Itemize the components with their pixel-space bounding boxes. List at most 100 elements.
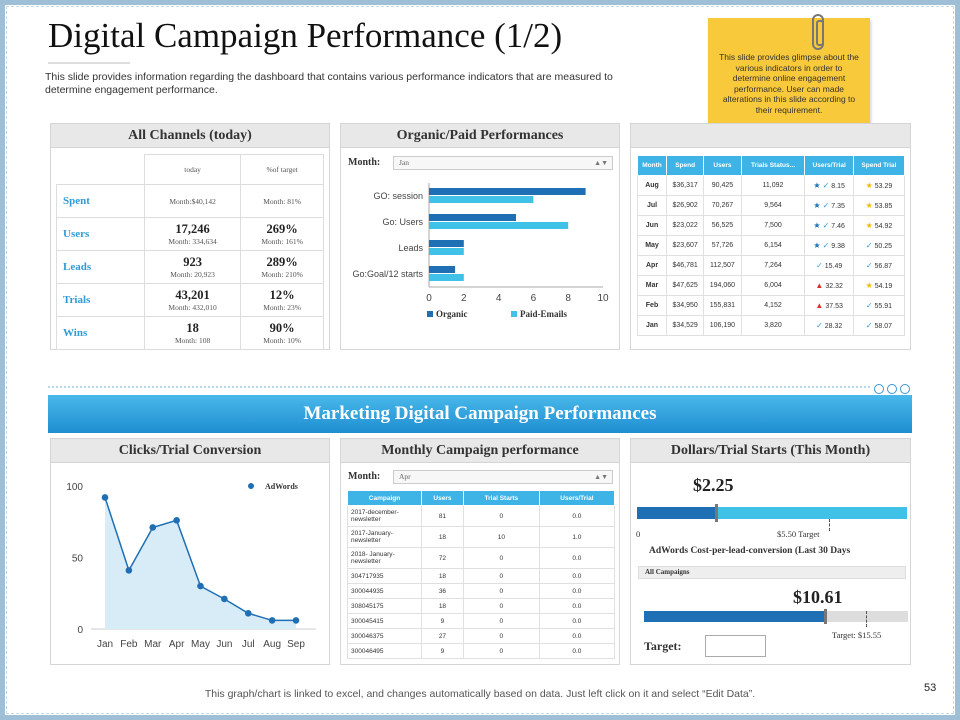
cell-value: 4,152 [764, 302, 782, 309]
table-header: Campaign [347, 490, 422, 506]
legend-label: AdWords [265, 482, 298, 491]
cell-value: 37.53 [825, 303, 843, 310]
month-select[interactable]: Jan ▲▼ [393, 156, 613, 170]
table-cell: 300046375 [347, 628, 422, 644]
y-tick-label: 50 [72, 554, 84, 565]
target-label: Target: [644, 639, 682, 653]
cell-value: 155,831 [709, 302, 736, 309]
all-channels-title: All Channels (today) [51, 124, 329, 148]
category-label: Go: Users [382, 217, 423, 227]
all-channels-table: today %of target Spent Month:$40,142 Month… [56, 154, 324, 350]
x-tick-label: Sep [287, 639, 305, 650]
table-row: Aug $36,317 90,425 11,092 ★ ✓ 8.15 ★ 53.29 [636, 175, 906, 196]
cell-value: $36,317 [672, 182, 698, 189]
table-cell: 27 [421, 628, 464, 644]
month-select-value: Jan [399, 158, 409, 167]
cell-value: 50.25 [874, 243, 893, 250]
x-tick-label: Feb [120, 639, 138, 650]
gauge-bar-1-target [828, 519, 830, 531]
table-cell: Feb [636, 295, 668, 316]
circle-icon [900, 384, 910, 394]
channel-label: Users [56, 217, 145, 251]
channel-today-cell: Month:$40,142 [143, 184, 242, 218]
cell-value: 70,267 [711, 202, 734, 209]
cell-value: $46,781 [672, 262, 698, 269]
cell-value: Jan [645, 322, 659, 329]
cell-value: 57,726 [711, 242, 734, 249]
star-icon: ★ [813, 201, 821, 210]
monthly-campaign-title: Monthly Campaign performance [341, 439, 619, 463]
bar-paid-emails [429, 222, 569, 229]
cell-value: Feb [645, 302, 659, 309]
select-arrows-icon: ▲▼ [594, 473, 608, 481]
section-banner: Marketing Digital Campaign Performances [48, 395, 912, 433]
table-cell: ★ 54.19 [852, 275, 906, 296]
x-tick-label: Apr [169, 639, 185, 650]
table-cell: 0 [462, 598, 540, 614]
data-point [149, 524, 157, 531]
bar-paid-emails [429, 248, 464, 255]
monthly-campaign-panel: Monthly Campaign performance Month: Apr … [340, 438, 620, 665]
cell-value: Jul [646, 202, 658, 209]
cell-value: 54.19 [874, 283, 893, 290]
table-cell: 300045415 [347, 613, 422, 629]
cell-value: 8.15 [831, 183, 845, 190]
cell-value: 112,507 [710, 262, 735, 269]
table-row: 300046495 9 0 0.0 [347, 643, 616, 659]
table-cell: 2018- January-newsletter [347, 547, 422, 569]
table-header: Users/Trial [538, 490, 616, 506]
cell-value: 7,500 [764, 222, 782, 229]
star-icon: ★ [813, 221, 821, 230]
table-cell: 11,092 [740, 175, 806, 196]
check-icon: ✓ [865, 241, 873, 250]
table-cell: 112,507 [703, 255, 742, 276]
bar-organic [429, 240, 464, 247]
channel-label: Trials [56, 283, 145, 317]
cell-value: 55.91 [874, 303, 893, 310]
star-icon: ★ [813, 181, 821, 190]
page-number: 53 [924, 682, 937, 694]
campaign-filter[interactable]: All Campaigns [638, 566, 906, 579]
table-cell: ★ 54.92 [852, 215, 906, 236]
table-header: Users [703, 155, 742, 176]
table-cell: $36,317 [666, 175, 705, 196]
circle-icon [874, 384, 884, 394]
cell-value: 15.49 [824, 263, 843, 270]
table-row: 308045175 18 0 0.0 [347, 598, 616, 614]
channel-target-cell: 12% Month: 23% [240, 283, 324, 317]
table-row: May $23,607 57,726 6,154 ★ ✓ 9.38 ✓ 50.25 [636, 235, 906, 256]
channel-target-month: Month: 161% [261, 237, 303, 246]
table-cell: ▲ 37.53 [804, 295, 854, 316]
table-header: Users [421, 490, 464, 506]
cell-value: 194,060 [709, 282, 736, 289]
clicks-trial-area-chart: 0 50 100 Jan Feb Mar Apr May Jun Jul Aug Sep AdWords [66, 482, 316, 650]
table-cell: 0.0 [538, 583, 616, 599]
legend-swatch [427, 311, 433, 317]
table-cell: Jul [636, 195, 668, 216]
cell-value: 6,154 [764, 242, 782, 249]
table-row: Jun $23,022 56,525 7,500 ★ ✓ 7.46 ★ 54.92 [636, 215, 906, 236]
table-cell: ✓ 28.32 [804, 315, 854, 336]
channel-label: Spent [56, 184, 145, 218]
channel-target-month: Month: 23% [263, 303, 301, 312]
table-row: 300046375 27 0 0.0 [347, 628, 616, 644]
cell-value: 53.85 [874, 203, 893, 210]
table-cell: 155,831 [703, 295, 742, 316]
table-cell: 72 [421, 547, 464, 569]
channel-target-cell: 90% Month: 10% [240, 316, 324, 350]
table-cell: 9,564 [740, 195, 806, 216]
table-cell: 0 [462, 547, 540, 569]
gauge-bar-1-marker [715, 504, 719, 522]
table-cell: 57,726 [703, 235, 742, 256]
data-point [101, 494, 109, 501]
cell-value: 58.07 [874, 323, 893, 330]
select-arrows-icon: ▲▼ [594, 159, 608, 167]
monthly-metrics-panel: Month Spend Users Trials Status... Users/Tri… [630, 123, 911, 350]
cpl-title: AdWords Cost-per-lead-conversion (Last 3… [649, 546, 851, 556]
campaign-month-select[interactable]: Apr ▲▼ [393, 470, 613, 484]
target-input[interactable] [705, 635, 766, 657]
gauge-1-target-label: $5.50 Target [777, 529, 820, 539]
star-icon: ★ [865, 181, 873, 190]
table-cell: 0.0 [538, 598, 616, 614]
table-cell: $23,607 [666, 235, 705, 256]
